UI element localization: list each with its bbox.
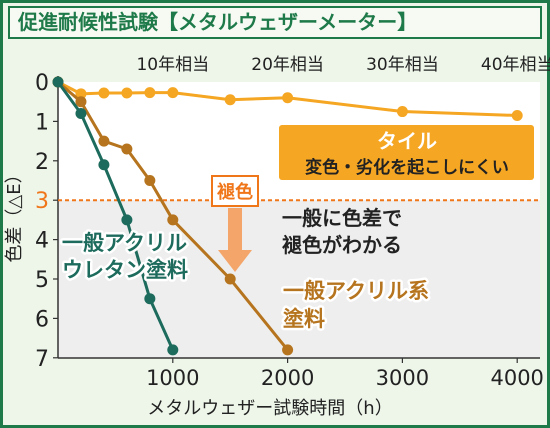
urethane-label-line1-halo: 一般アクリル bbox=[62, 231, 187, 255]
x-axis-title: メタルウェザー試験時間（h） bbox=[147, 398, 392, 419]
y-axis-title: 色差（△E） bbox=[4, 165, 25, 262]
data-point bbox=[224, 94, 236, 106]
y-tick-label: 2 bbox=[35, 150, 49, 175]
years-equivalent-label: 10年相当 bbox=[136, 55, 209, 75]
y-tick-label: 1 bbox=[35, 110, 49, 135]
fade-arrow-head bbox=[218, 250, 252, 272]
urethane-label-line2: ウレタン塗料 bbox=[62, 258, 188, 282]
y-tick-label: 0 bbox=[35, 71, 49, 96]
series-line bbox=[56, 81, 175, 351]
fade-badge-box bbox=[211, 175, 259, 207]
data-point bbox=[282, 92, 294, 104]
data-point bbox=[75, 88, 87, 100]
data-point bbox=[121, 143, 133, 155]
fade-note-line2: 褪色がわかる bbox=[282, 233, 402, 257]
years-equivalent-label: 40年相当 bbox=[481, 55, 550, 75]
fade-badge-label: 褪色 bbox=[217, 181, 253, 203]
years-equivalent-label: 20年相当 bbox=[251, 55, 324, 75]
data-point bbox=[511, 109, 523, 121]
data-point bbox=[144, 87, 156, 99]
data-point bbox=[167, 344, 179, 356]
data-point bbox=[75, 96, 87, 108]
data-point bbox=[98, 135, 110, 147]
y-tick-label: 7 bbox=[35, 347, 49, 372]
x-tick-label: 2000 bbox=[261, 366, 314, 390]
data-point bbox=[98, 87, 110, 99]
series-line bbox=[57, 80, 289, 351]
y-tick-label: 6 bbox=[35, 307, 49, 332]
x-tick-label: 4000 bbox=[490, 366, 543, 390]
years-equivalent-label: 30年相当 bbox=[366, 55, 439, 75]
data-point bbox=[167, 214, 179, 226]
chart-title: 促進耐候性試験【メタルウェザーメーター】 bbox=[8, 6, 542, 39]
x-tick-label: 1000 bbox=[146, 366, 199, 390]
data-point bbox=[224, 273, 236, 285]
series-line bbox=[57, 80, 518, 117]
acrylic-label-line1: 一般アクリル系 bbox=[283, 279, 429, 303]
tile-callout-box bbox=[279, 125, 534, 180]
data-point bbox=[121, 214, 133, 226]
fade-note-line1: 一般に色差で bbox=[282, 206, 402, 230]
data-point bbox=[121, 87, 133, 99]
acrylic-label-line1-halo: 一般アクリル系 bbox=[283, 279, 429, 303]
x-tick-label: 3000 bbox=[376, 366, 429, 390]
data-point bbox=[144, 293, 156, 305]
fade-arrow-shaft bbox=[228, 208, 242, 250]
data-point bbox=[75, 108, 87, 120]
tile-callout-note: 変色・劣化を起こしにくい bbox=[305, 157, 509, 178]
data-point bbox=[144, 175, 156, 186]
data-point bbox=[98, 159, 110, 171]
y-tick-label: 4 bbox=[35, 229, 49, 254]
tile-callout-title: タイル bbox=[377, 129, 437, 153]
data-point bbox=[167, 87, 179, 99]
data-point bbox=[396, 106, 408, 118]
faded-region bbox=[58, 200, 540, 358]
urethane-label-line2-halo: ウレタン塗料 bbox=[62, 258, 188, 282]
data-point bbox=[282, 344, 294, 356]
urethane-label-line1: 一般アクリル bbox=[62, 231, 187, 255]
data-point bbox=[52, 76, 64, 88]
y-tick-label: 3 bbox=[35, 189, 49, 214]
acrylic-label-line2-halo: 塗料 bbox=[283, 307, 325, 331]
acrylic-label-line2: 塗料 bbox=[283, 307, 325, 331]
y-tick-label: 5 bbox=[35, 268, 49, 293]
